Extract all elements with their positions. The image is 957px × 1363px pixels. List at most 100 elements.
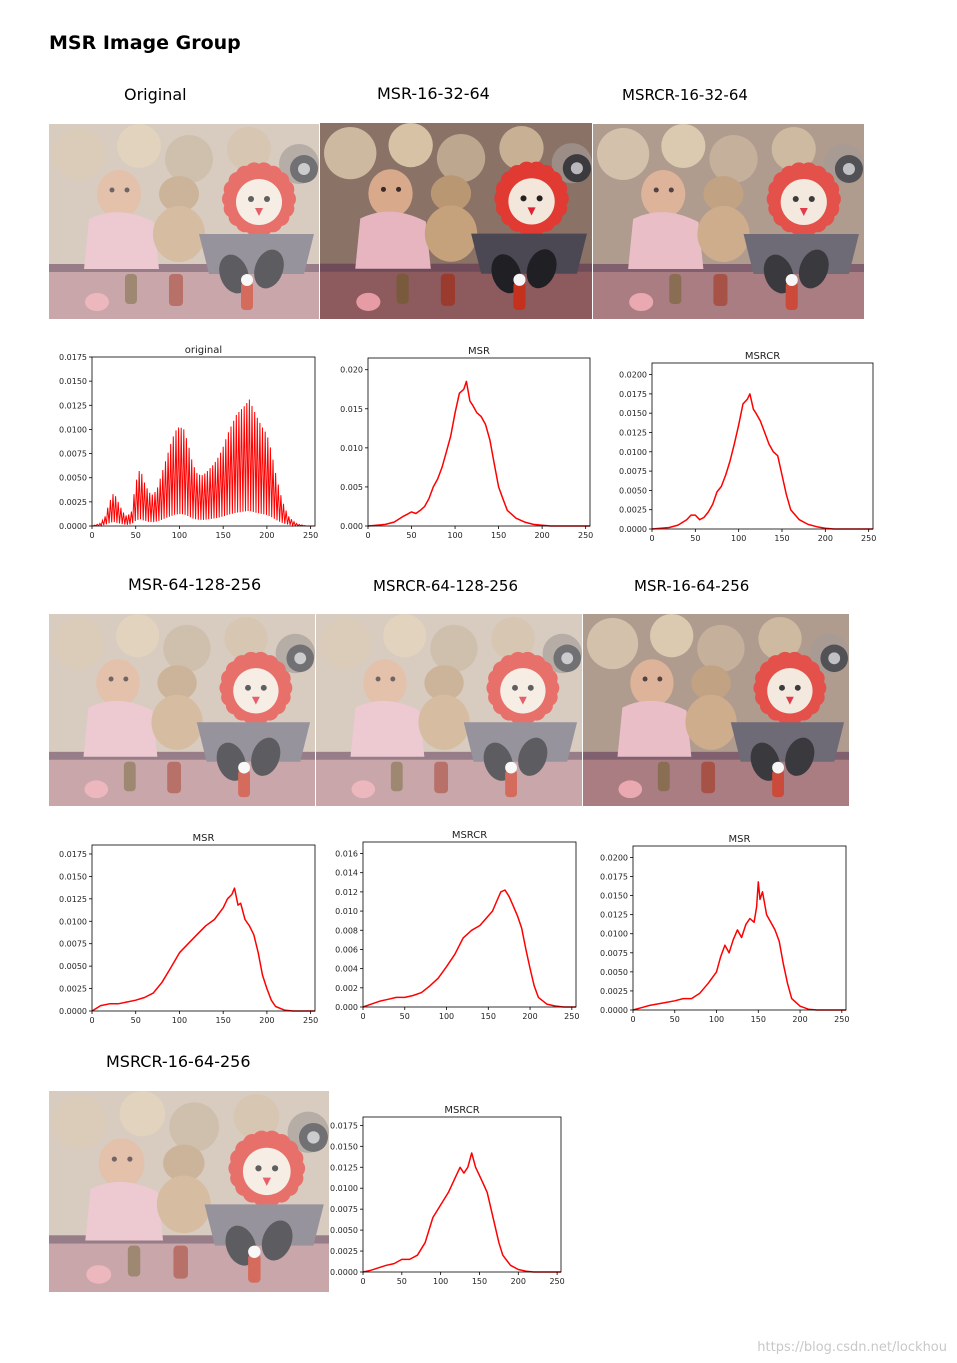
y-tick-label: 0.0000 [59, 1007, 87, 1016]
y-tick-label: 0.0100 [59, 917, 87, 926]
photo-original [49, 124, 319, 319]
y-tick-label: 0.008 [335, 926, 358, 935]
y-tick-label: 0.0025 [600, 987, 628, 996]
histogram-msrcr-64-128-256: MSRCR 0 50 100 150 200 250 0.000 0.002 0.004 0.006… [328, 826, 580, 1028]
series-line [632, 881, 846, 1011]
y-tick-label: 0.004 [335, 965, 358, 974]
x-tick-label: 50 [406, 531, 416, 540]
page-title: MSR Image Group [49, 32, 241, 54]
chart-title: MSR [468, 346, 490, 357]
x-tick-label: 250 [303, 1016, 318, 1025]
y-tick-label: 0.006 [335, 945, 358, 954]
x-tick-label: 100 [709, 1015, 724, 1024]
x-tick-label: 50 [131, 1016, 141, 1025]
chart-title: MSR [193, 833, 215, 844]
x-tick-label: 200 [259, 1016, 274, 1025]
x-tick-label: 250 [578, 531, 593, 540]
x-tick-label: 150 [774, 534, 789, 543]
x-tick-label: 100 [172, 531, 187, 540]
y-tick-label: 0.0150 [59, 377, 87, 386]
y-tick-label: 0.0025 [619, 506, 647, 515]
histogram-svg: MSR 0 50 100 150 200 250 0.000 0.005 0.010 0.015 0.… [340, 346, 593, 540]
y-tick-label: 0.015 [340, 405, 363, 414]
y-tick-label: 0.0125 [619, 428, 647, 437]
x-tick-label: 150 [216, 1016, 231, 1025]
series-line [91, 399, 315, 528]
x-tick-label: 50 [400, 1012, 410, 1021]
y-tick-label: 0.0025 [330, 1247, 358, 1256]
y-tick-label: 0.0175 [600, 873, 628, 882]
x-tick-label: 100 [172, 1016, 187, 1025]
series-line [367, 380, 590, 527]
x-tick-label: 250 [564, 1012, 579, 1021]
x-tick-label: 0 [360, 1012, 365, 1021]
y-tick-label: 0.000 [335, 1003, 358, 1012]
plot-frame [362, 841, 577, 1008]
y-tick-label: 0.014 [335, 869, 358, 878]
series-line [91, 887, 315, 1012]
x-tick-label: 0 [89, 531, 94, 540]
x-tick-label: 0 [630, 1015, 635, 1024]
y-tick-label: 0.0075 [59, 940, 87, 949]
plot-frame [362, 1116, 562, 1273]
x-tick-label: 200 [511, 1277, 526, 1286]
y-tick-label: 0.0200 [600, 853, 628, 862]
y-tick-label: 0.0100 [59, 425, 87, 434]
histogram-svg: MSR 0 50 100 150 200 250 0.0000 0.0025 0.0050 0.00… [59, 833, 318, 1025]
plot-frame [367, 357, 591, 527]
histogram-svg: MSRCR 0 50 100 150 200 250 0.000 0.002 0.004 0.006… [335, 830, 579, 1021]
photo-msrcr-16-64-256 [49, 1091, 329, 1292]
watermark: https://blog.csdn.net/lockhou [757, 1340, 947, 1355]
photo-msrcr-16-32-64 [593, 124, 864, 319]
histogram-msr-16-32-64: MSR 0 50 100 150 200 250 0.000 0.005 0.010 0.015 0.… [328, 343, 594, 550]
x-tick-label: 50 [670, 1015, 680, 1024]
photo-msr-16-32-64 [320, 123, 592, 319]
y-tick-label: 0.0125 [59, 401, 87, 410]
x-tick-label: 250 [303, 531, 318, 540]
plot-frame [91, 844, 316, 1012]
y-tick-label: 0.0000 [600, 1006, 628, 1015]
y-tick-label: 0.0075 [59, 450, 87, 459]
x-tick-label: 250 [861, 534, 876, 543]
y-tick-label: 0.0050 [59, 962, 87, 971]
x-tick-label: 0 [360, 1277, 365, 1286]
y-tick-label: 0.0100 [600, 930, 628, 939]
histogram-msr-64-128-256: MSR 0 50 100 150 200 250 0.0000 0.0025 0.0050 0.00… [49, 826, 319, 1032]
series-line [362, 889, 576, 1008]
y-tick-label: 0.0150 [600, 892, 628, 901]
y-tick-label: 0.0175 [59, 850, 87, 859]
y-tick-label: 0.012 [335, 888, 358, 897]
plot-frame [91, 356, 316, 527]
caption-msr-16-32-64: MSR-16-32-64 [377, 84, 490, 103]
x-tick-label: 0 [649, 534, 654, 543]
x-tick-label: 250 [549, 1277, 564, 1286]
y-tick-label: 0.0075 [600, 949, 628, 958]
x-tick-label: 150 [491, 531, 506, 540]
x-tick-label: 150 [751, 1015, 766, 1024]
x-tick-label: 50 [397, 1277, 407, 1286]
x-tick-label: 100 [433, 1277, 448, 1286]
y-tick-label: 0.0050 [619, 486, 647, 495]
x-tick-label: 200 [534, 531, 549, 540]
histogram-msrcr-16-32-64: MSRCR 0 50 100 150 200 250 0.0000 0.0025 0.0050 0.… [609, 346, 877, 550]
y-tick-label: 0.010 [335, 907, 358, 916]
y-tick-label: 0.0125 [330, 1163, 358, 1172]
histogram-svg: MSR 0 50 100 150 200 250 0.0000 0.0025 0.0050 0.00… [600, 834, 849, 1024]
x-tick-label: 200 [818, 534, 833, 543]
x-tick-label: 100 [731, 534, 746, 543]
chart-title: original [185, 345, 222, 356]
series-line [651, 393, 873, 530]
x-tick-label: 100 [439, 1012, 454, 1021]
y-tick-label: 0.0150 [330, 1142, 358, 1151]
chart-title: MSR [729, 834, 751, 845]
histogram-msr-16-64-256: MSR 0 50 100 150 200 250 0.0000 0.0025 0.0050 0.00… [590, 829, 850, 1029]
x-tick-label: 100 [447, 531, 462, 540]
y-tick-label: 0.0175 [59, 353, 87, 362]
x-tick-label: 150 [472, 1277, 487, 1286]
histogram-original: original 0 50 100 150 200 250 0.0000 0.0025 0.005… [49, 343, 319, 550]
x-tick-label: 200 [792, 1015, 807, 1024]
caption-msrcr-16-32-64: MSRCR-16-32-64 [622, 86, 748, 104]
histogram-msrcr-16-64-256: MSRCR 0 50 100 150 200 250 0.0000 0.0025 0.0050 0.… [329, 1102, 565, 1287]
y-tick-label: 0.0175 [619, 390, 647, 399]
y-tick-label: 0.0125 [59, 895, 87, 904]
